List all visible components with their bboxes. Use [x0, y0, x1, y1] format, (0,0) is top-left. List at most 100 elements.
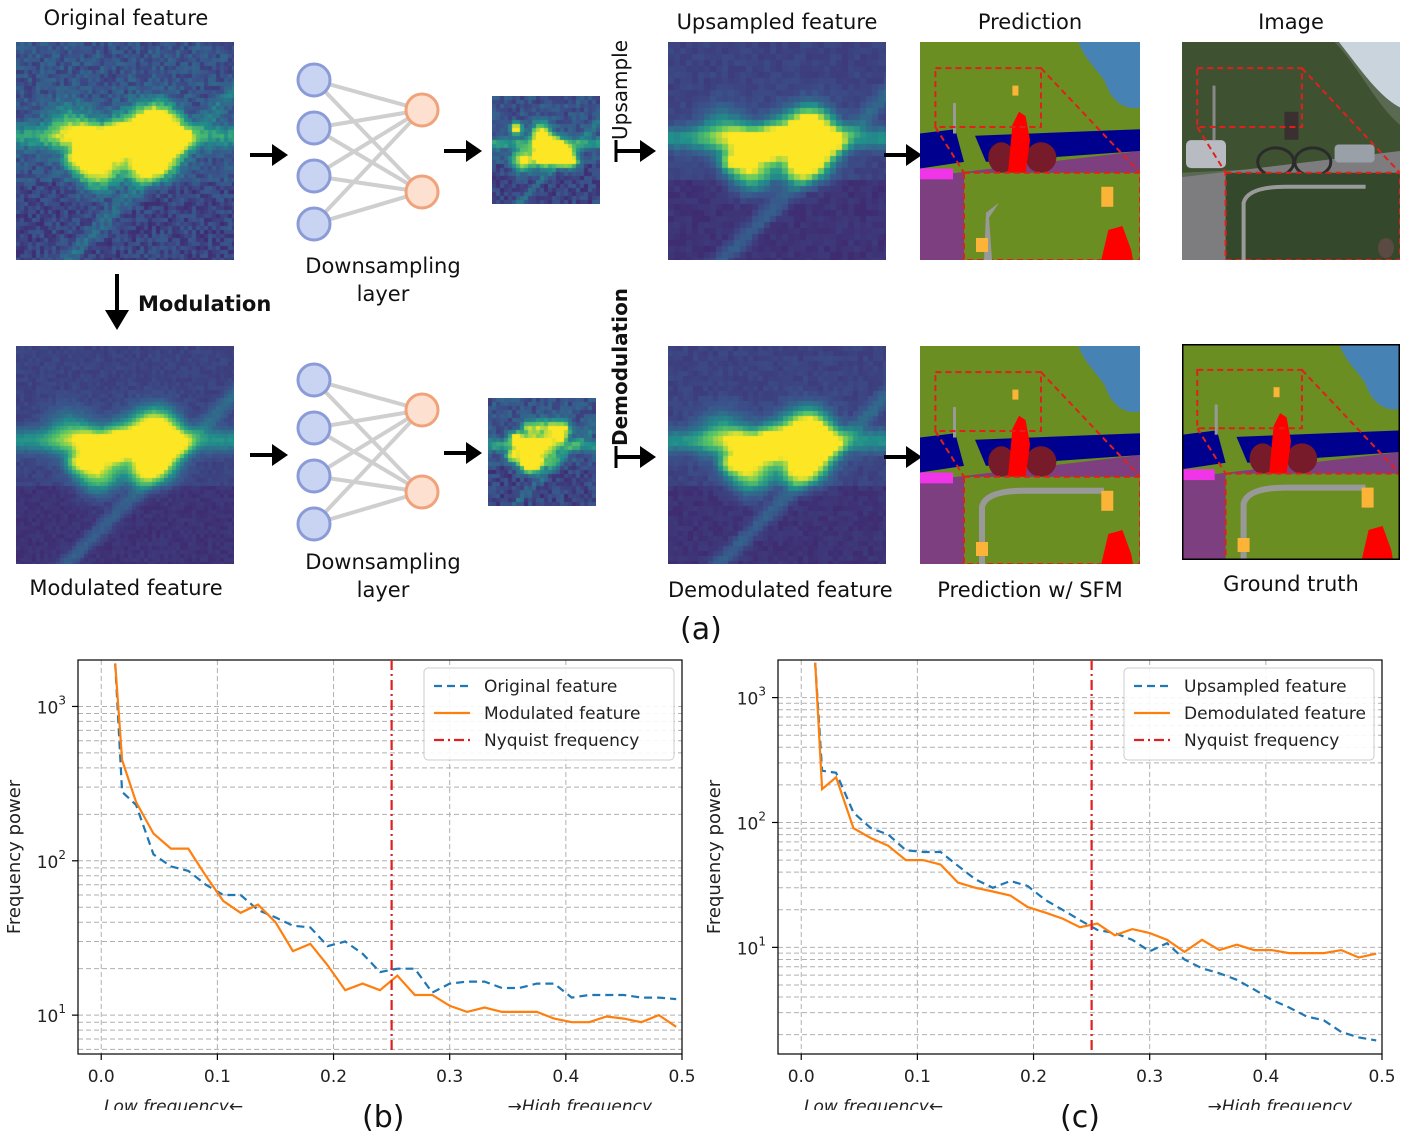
- sign-region: [1101, 186, 1114, 207]
- legend-entry: Nyquist frequency: [484, 731, 639, 751]
- zoom-source-box: [934, 371, 1042, 433]
- nn-connection: [312, 126, 424, 194]
- zoom-guide-line: [1040, 67, 1140, 174]
- x-tick-label: 0.4: [1252, 1067, 1279, 1087]
- upsampled-feature-label: Upsampled feature: [676, 10, 878, 34]
- input-node-icon: [296, 362, 332, 398]
- input-node-icon: [296, 158, 332, 194]
- series-line: [114, 663, 677, 1028]
- nn-connection: [313, 78, 423, 112]
- input-node-icon: [296, 206, 332, 242]
- person-region: [1101, 226, 1133, 260]
- nn-connection: [312, 408, 424, 526]
- person-region: [1101, 530, 1133, 564]
- series-line: [814, 662, 1377, 959]
- legend-entry: Original feature: [484, 677, 617, 697]
- input-node-icon: [296, 410, 332, 446]
- output-node-icon: [404, 174, 440, 210]
- x-tick-label: 0.2: [1020, 1067, 1047, 1087]
- bicycle-region: [988, 446, 1015, 477]
- x-tick-label: 0.0: [788, 1067, 815, 1087]
- modulation-label: Modulation: [138, 292, 272, 316]
- y-axis-label: Frequency power: [704, 779, 725, 934]
- nn-connection: [312, 426, 424, 494]
- input-street-photo: [1182, 42, 1400, 260]
- legend-entry: Demodulated feature: [1184, 704, 1366, 724]
- zoom-guide-line: [934, 126, 965, 174]
- sign-region: [1012, 85, 1019, 96]
- sign-region: [1237, 538, 1250, 552]
- x-tick-label: 0.5: [1368, 1067, 1395, 1087]
- pole-region: [1241, 184, 1366, 260]
- person-region: [1361, 526, 1394, 560]
- sidewalk-region: [920, 472, 953, 484]
- caption-c: (c): [1060, 1100, 1100, 1135]
- input-node-icon: [296, 62, 332, 98]
- output-node-icon: [404, 474, 440, 510]
- sky-region: [1078, 346, 1140, 413]
- bicycle-region: [988, 142, 1015, 173]
- zoom-guide-line: [1301, 369, 1400, 475]
- arrow-right-icon: [248, 440, 290, 474]
- demodulation-label: Demodulation: [608, 287, 632, 446]
- downsampling-word: Downsampling: [305, 550, 461, 574]
- sign-region: [1273, 387, 1280, 398]
- arrow-right-icon: [882, 140, 924, 174]
- caption-b: (b): [362, 1100, 405, 1135]
- sign-region: [1012, 389, 1019, 400]
- sign-region: [1101, 490, 1114, 511]
- ground-truth-label: Ground truth: [1223, 572, 1359, 596]
- nn-connection: [312, 108, 424, 226]
- nn-connection: [312, 108, 424, 178]
- person-head: [1378, 238, 1395, 258]
- y-tick-label: 101: [37, 1002, 66, 1027]
- x-tick-label: 0.3: [436, 1067, 463, 1087]
- nn-connection: [313, 378, 423, 412]
- pole-region: [979, 487, 1104, 564]
- bicycle-region: [1025, 446, 1057, 477]
- pole-region: [1212, 85, 1216, 141]
- zoom-guide-line: [1040, 371, 1140, 478]
- y-axis-label: Frequency power: [4, 779, 25, 934]
- zoom-guide-line: [1196, 427, 1227, 475]
- pole-region: [1240, 484, 1366, 560]
- arrow-right-icon: [612, 442, 658, 476]
- sidewalk-region: [920, 168, 953, 180]
- demodulated-feature-label: Demodulated feature: [668, 578, 893, 602]
- modulated-feature-heatmap: [16, 346, 234, 564]
- original-feature-heatmap: [16, 42, 234, 260]
- x-tick-label: 0.2: [320, 1067, 347, 1087]
- nn-connection: [313, 408, 423, 430]
- ground-truth-segmentation: [1182, 344, 1400, 560]
- series-line: [114, 663, 677, 1001]
- upsampled-feature-heatmap: [668, 42, 886, 260]
- output-node-icon: [404, 392, 440, 428]
- legend-entry: Nyquist frequency: [1184, 731, 1339, 751]
- legend-entry: Modulated feature: [484, 704, 640, 724]
- downsampling-network-diagram: [296, 362, 440, 542]
- original-feature-label: Original feature: [43, 6, 209, 30]
- y-tick-label: 103: [37, 693, 66, 718]
- trees-region: [1182, 42, 1400, 173]
- high-frequency-annotation: →High frequency: [1208, 1097, 1353, 1110]
- low-frequency-annotation: Low frequency←: [804, 1097, 943, 1110]
- zoom-source-box: [1196, 368, 1303, 430]
- arrow-right-icon: [442, 438, 484, 472]
- pole-region: [953, 103, 956, 134]
- layer-word: layer: [356, 578, 410, 602]
- caption-a: (a): [680, 612, 722, 647]
- sky-region: [1078, 42, 1140, 109]
- nn-connection: [312, 78, 424, 194]
- image-label: Image: [1258, 10, 1324, 34]
- pole-region: [1214, 404, 1218, 435]
- x-tick-label: 0.4: [552, 1067, 579, 1087]
- input-node-icon: [296, 506, 332, 542]
- zoom-source-box: [934, 67, 1042, 129]
- plot-frame: [777, 659, 1383, 1055]
- downsampling-network-diagram: [296, 62, 440, 242]
- x-tick-label: 0.1: [204, 1067, 231, 1087]
- bicycle-region: [1286, 443, 1318, 474]
- zoom-source-box: [1196, 67, 1303, 129]
- arrow-right-icon: [882, 442, 924, 476]
- nn-connection: [312, 378, 424, 494]
